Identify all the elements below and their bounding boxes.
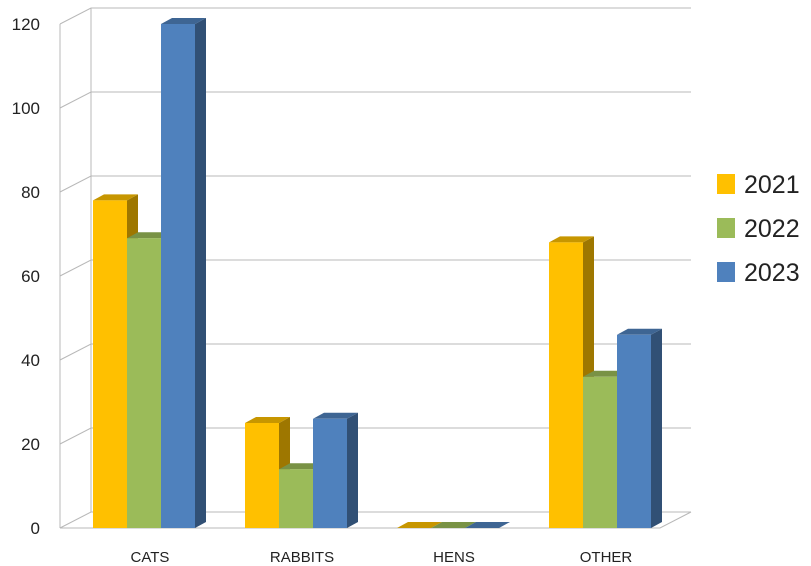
legend-label: 2023 (744, 259, 800, 287)
y-tick-label: 120 (12, 15, 40, 34)
x-tick-label: CATS (131, 549, 170, 566)
x-tick-label: RABBITS (270, 549, 334, 566)
y-tick-labels: 0 20 40 60 80 100 120 (12, 15, 40, 538)
gridline (59, 91, 691, 109)
gridline (59, 7, 691, 25)
legend-swatch (717, 218, 735, 238)
y-tick-label: 0 (31, 519, 40, 538)
x-tick-label: OTHER (580, 549, 633, 566)
y-tick-label: 60 (21, 267, 40, 286)
y-tick-label: 40 (21, 351, 40, 370)
legend-label: 2022 (744, 215, 800, 243)
bar (617, 328, 662, 528)
y-tick-label: 20 (21, 435, 40, 454)
legend-swatch (717, 174, 735, 194)
bar (397, 522, 442, 528)
gridline (59, 175, 691, 193)
bar (313, 412, 358, 528)
legend: 2021 2022 2023 (717, 171, 800, 287)
bar (431, 522, 476, 528)
bars (93, 18, 662, 528)
y-tick-label: 100 (12, 99, 40, 118)
legend-label: 2021 (744, 171, 800, 199)
y-tick-label: 80 (21, 183, 40, 202)
bar (161, 18, 206, 528)
x-tick-labels: CATS RABBITS HENS OTHER (131, 549, 633, 566)
x-tick-label: HENS (433, 549, 475, 566)
legend-swatch (717, 262, 735, 282)
bar (465, 522, 510, 528)
